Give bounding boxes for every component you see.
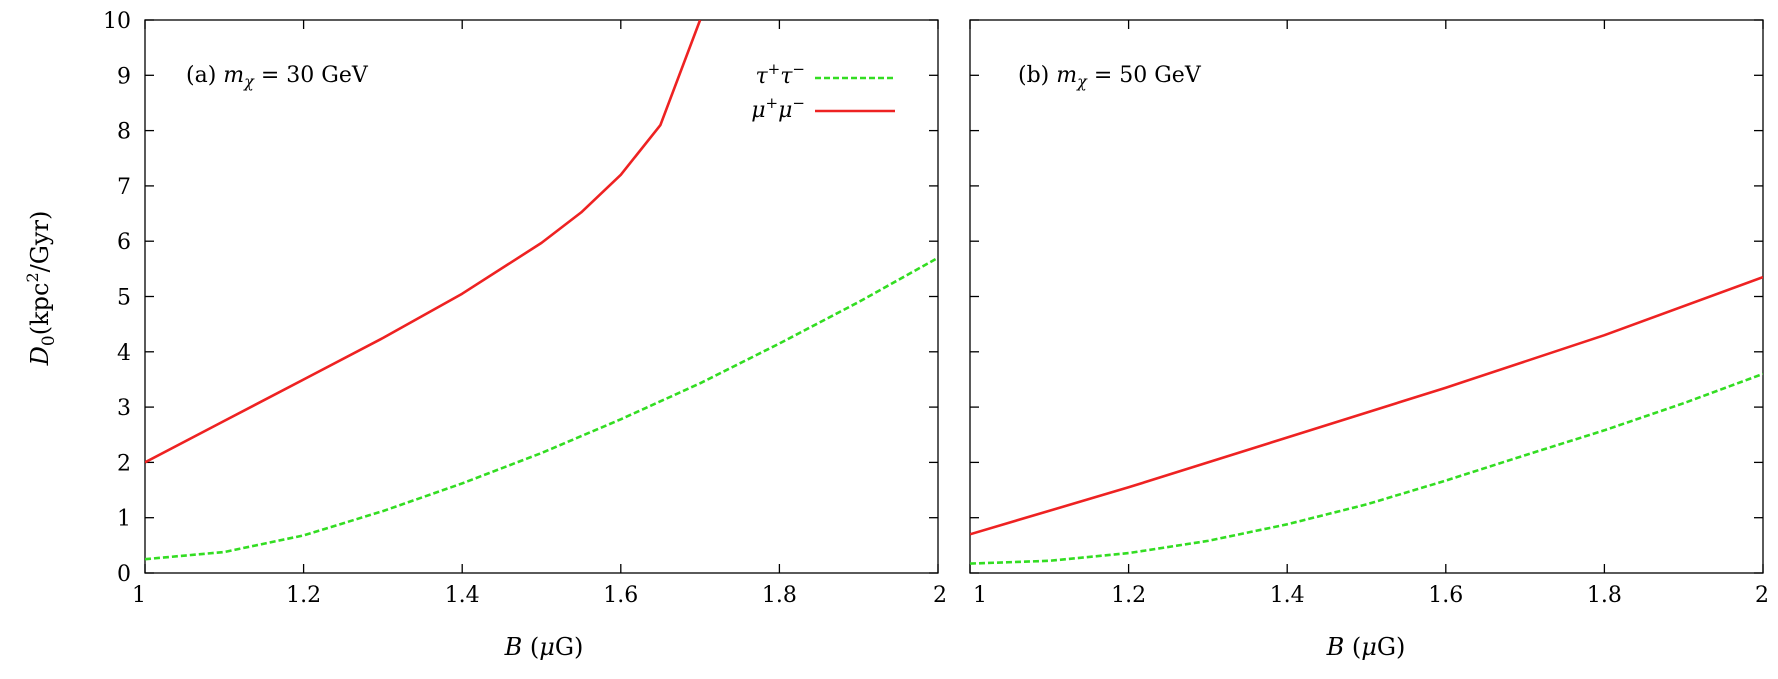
panel-a-frame [144,19,939,574]
tau-series-line [970,372,1763,565]
x-tick-label: 1.2 [1111,583,1146,608]
y-tick-label: 4 [117,341,131,366]
x-tick-label: 1.4 [1270,583,1305,608]
legend: τ+τ− μ+μ− [751,60,895,123]
x-tick-label: 2 [933,583,947,608]
panel-b-frame [969,19,1764,574]
panel-b-x-axis-label: B (μG) [1326,633,1406,661]
y-tick-label: 8 [117,120,131,145]
y-tick-label: 3 [117,396,131,421]
mu-series-line [145,20,702,464]
x-tick-label: 1.8 [1587,583,1622,608]
x-tick-label: 1.2 [286,583,321,608]
x-tick-label: 1 [973,583,987,608]
y-tick-label: 6 [117,230,131,255]
y-tick-label: 9 [117,64,131,89]
legend-label-mu: μ+μ− [751,94,805,123]
y-tick-label: 5 [117,286,131,311]
panel-a-x-axis-label: B (μG) [504,633,584,661]
mu-series-line [970,275,1763,536]
x-tick-label: 1 [132,583,146,608]
panel-a-label: (a) mχ = 30 GeV [186,63,369,91]
y-tick-label: 0 [117,562,131,587]
y-tick-label: 10 [103,9,131,34]
panel-b-ticks: 1 1.2 1.4 1.6 1.8 2 [969,19,1769,608]
y-tick-label: 1 [117,507,131,532]
panel-b: 1 1.2 1.4 1.6 1.8 2 (b) mχ = 50 GeV B (μG) [969,19,1769,661]
tau-series-line [145,256,938,561]
y-tick-label: 2 [117,451,131,476]
legend-label-tau: τ+τ− [756,60,806,89]
x-tick-label: 1.6 [603,583,638,608]
x-tick-label: 1.8 [762,583,797,608]
x-tick-label: 1.6 [1428,583,1463,608]
panel-b-label: (b) mχ = 50 GeV [1018,63,1202,91]
panel-a-series [145,20,938,561]
y-tick-label: 7 [117,175,131,200]
panel-b-series [970,275,1763,565]
x-tick-label: 1.4 [445,583,480,608]
x-tick-label: 2 [1755,583,1769,608]
y-axis-label: D0(kpc2/Gyr) [23,211,59,367]
